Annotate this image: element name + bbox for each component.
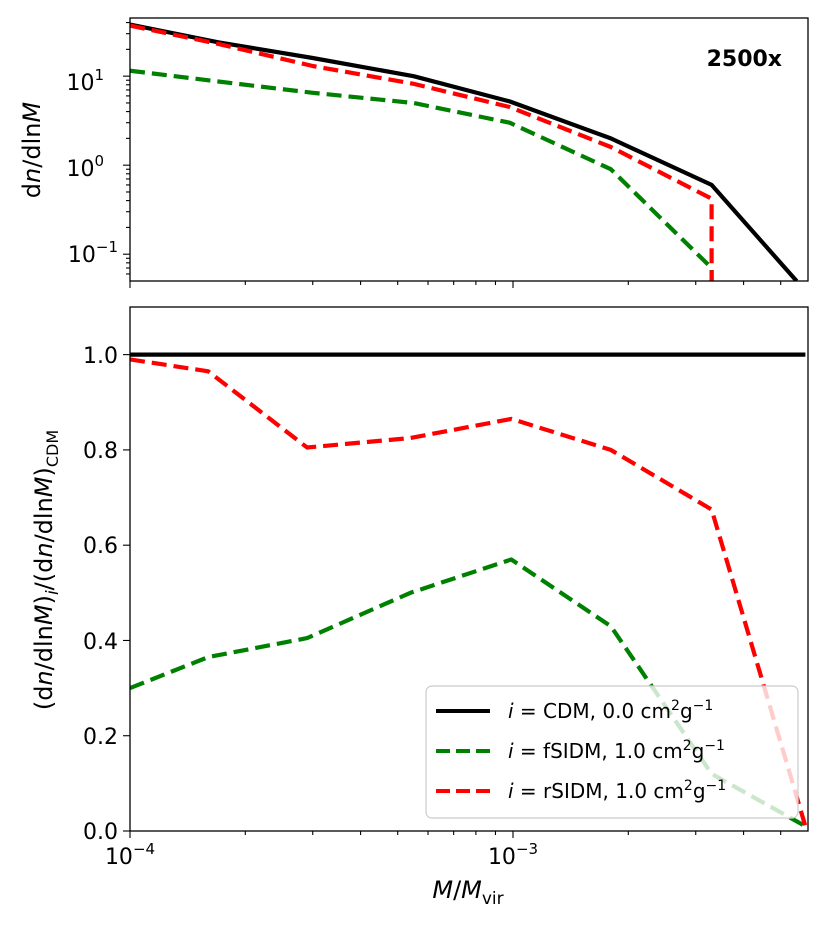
bottom-y-axis-label: (dn/dlnM)i/(dn/dlnM)CDM	[30, 430, 63, 710]
top-series-line-rsidm	[130, 23, 714, 281]
top-y-tick-label: 101	[66, 66, 104, 96]
top-series-group	[130, 22, 799, 281]
x-tick-label: 10−4	[105, 840, 155, 870]
top-y-tick-label: 10−1	[68, 238, 118, 268]
bottom-ticks-group	[123, 354, 782, 838]
bottom-series-line-rsidm	[130, 357, 808, 827]
bottom-y-tick-label: 0.8	[83, 439, 118, 464]
top-y-tick-label: 100	[66, 152, 104, 182]
bottom-y-tick-label: 0.6	[83, 534, 118, 559]
legend-label-cdm: i = CDM, 0.0 cm2g−1	[508, 698, 713, 723]
top-axes-frame	[129, 17, 809, 282]
bottom-y-tick-label: 0.4	[83, 630, 118, 655]
legend: i = CDM, 0.0 cm2g−1 i = fSIDM, 1.0 cm2g−…	[425, 685, 799, 819]
legend-label-rsidm: i = rSIDM, 1.0 cm2g−1	[508, 778, 726, 803]
legend-box	[425, 685, 799, 819]
bottom-y-tick-label: 0.2	[83, 725, 118, 750]
x-tick-label: 10−3	[488, 840, 538, 870]
bottom-axes-frame	[129, 306, 809, 832]
top-panel: 2500x 101 100 10−1 dn/dlnM	[18, 17, 809, 288]
bottom-y-tick-label: 1.0	[83, 344, 118, 369]
top-series-line-cdm	[130, 22, 799, 281]
top-y-axis-label: dn/dlnM	[18, 102, 46, 199]
legend-label-fsidm: i = fSIDM, 1.0 cm2g−1	[508, 738, 725, 763]
bottom-panel: 0.0 0.2 0.4 0.6 0.8 1.0 10−4 10−3 M/Mvir…	[30, 306, 809, 909]
annotation-label: 2500x	[707, 47, 782, 72]
top-series-line-fsidm	[130, 68, 714, 281]
x-axis-label: M/Mvir	[432, 876, 503, 909]
top-ticks-group	[123, 22, 782, 288]
bottom-y-tick-label: 0.0	[83, 820, 118, 845]
